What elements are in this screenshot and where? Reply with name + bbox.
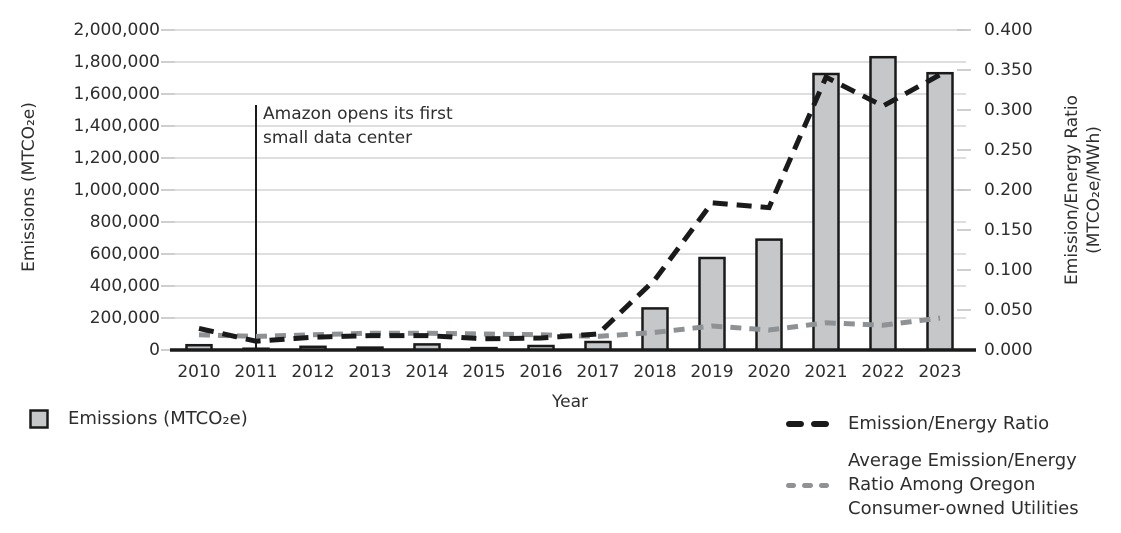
legend-item-emissions: Emissions (MTCO₂e): [29, 407, 248, 431]
legend-gray-line3: Consumer-owned Utilities: [848, 498, 1079, 519]
left-axis-tick-label: 1,000,000: [73, 180, 160, 200]
legend-item-average-ratio: Average Emission/Energy Ratio Among Oreg…: [786, 449, 1079, 521]
right-axis-title-line1: Emission/Energy Ratio: [1062, 95, 1082, 285]
legend-gray-line2: Ratio Among Oregon: [848, 474, 1036, 495]
left-axis-tick-label: 200,000: [89, 308, 160, 328]
right-axis-tick-label: 0.100: [984, 260, 1033, 280]
left-axis-tick-label: 0: [149, 340, 160, 360]
annotation-line2: small data center: [263, 128, 413, 148]
right-axis-tick-label: 0.400: [984, 20, 1033, 40]
emissions-bar-swatch-icon: [29, 409, 49, 429]
right-axis-tick-label: 0.000: [984, 340, 1033, 360]
left-axis-tick-label: 400,000: [89, 276, 160, 296]
legend-black-line-label: Emission/Energy Ratio: [848, 413, 1050, 434]
left-axis-tick-label: 800,000: [89, 212, 160, 232]
emissions-bar: [698, 256, 726, 352]
emission-energy-ratio-line: [198, 72, 942, 344]
emissions-bar: [755, 238, 783, 352]
x-axis-year-label: 2015: [462, 362, 506, 382]
x-axis-year-label: 2022: [861, 362, 905, 382]
gray-dashed-line-swatch-icon: [786, 482, 829, 488]
x-axis-year-label: 2021: [804, 362, 848, 382]
left-axis-tick-label: 1,200,000: [73, 148, 160, 168]
x-axis-year-label: 2023: [918, 362, 962, 382]
x-axis-year-label: 2014: [405, 362, 449, 382]
left-axis-tick-label: 1,800,000: [73, 52, 160, 72]
x-axis-year-label: 2016: [519, 362, 563, 382]
x-axis-year-label: 2011: [234, 362, 278, 382]
left-axis-title: Emissions (MTCO₂e): [19, 102, 39, 272]
x-axis-year-label: 2020: [747, 362, 791, 382]
annotation-text: Amazon opens its first small data center: [263, 102, 453, 150]
legend-gray-line-label: Average Emission/Energy Ratio Among Oreg…: [848, 449, 1079, 521]
emissions-bar: [926, 71, 954, 352]
emissions-bar: [812, 72, 840, 352]
right-axis-title: Emission/Energy Ratio (MTCO₂e/MWh): [1061, 40, 1105, 340]
x-axis-year-label: 2012: [291, 362, 335, 382]
right-axis-tick-label: 0.250: [984, 140, 1033, 160]
legend-emissions-label: Emissions (MTCO₂e): [68, 408, 248, 429]
right-axis-tick-label: 0.300: [984, 100, 1033, 120]
legend-gray-line1: Average Emission/Energy: [848, 450, 1077, 471]
x-axis-title: Year: [552, 392, 588, 412]
left-axis-tick-label: 600,000: [89, 244, 160, 264]
x-axis-year-label: 2010: [177, 362, 221, 382]
left-axis-tick-label: 1,400,000: [73, 116, 160, 136]
legend-item-emission-energy-ratio: Emission/Energy Ratio: [786, 412, 1049, 436]
x-axis-year-label: 2019: [690, 362, 734, 382]
left-axis-tick-label: 1,600,000: [73, 84, 160, 104]
black-dashed-line-swatch-icon: [786, 421, 829, 427]
right-axis-tick-label: 0.150: [984, 220, 1033, 240]
x-axis-year-label: 2013: [348, 362, 392, 382]
right-axis-title-line2: (MTCO₂e/MWh): [1084, 126, 1104, 254]
x-axis-year-label: 2018: [633, 362, 677, 382]
right-axis-tick-label: 0.200: [984, 180, 1033, 200]
left-axis-tick-label: 2,000,000: [73, 20, 160, 40]
emissions-bar: [869, 55, 897, 352]
annotation-line1: Amazon opens its first: [263, 104, 453, 124]
right-axis-tick-label: 0.350: [984, 60, 1033, 80]
x-axis-year-label: 2017: [576, 362, 620, 382]
right-axis-tick-label: 0.050: [984, 300, 1033, 320]
